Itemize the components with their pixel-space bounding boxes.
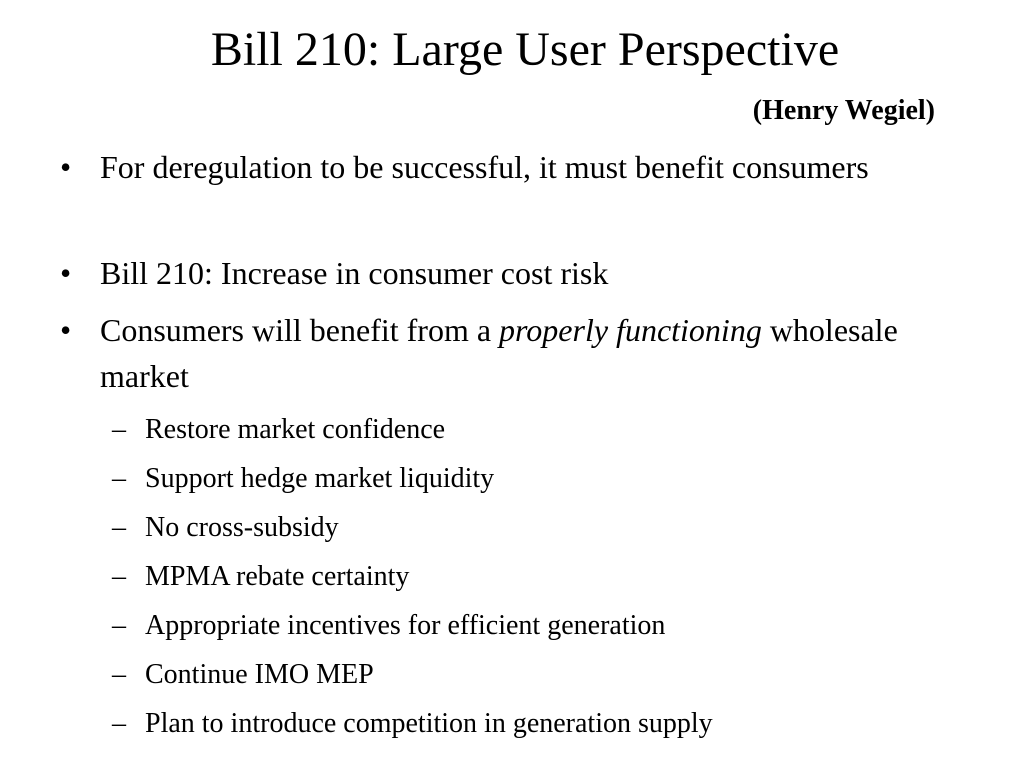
bullet-marker: •: [60, 149, 72, 185]
sub-bullet-text: Support hedge market liquidity: [145, 463, 495, 494]
bullet-text-part: wholesale market: [100, 312, 898, 394]
sub-bullet-item: – Support hedge market liquidity: [112, 461, 972, 497]
sub-bullet-text: Restore market confidence: [145, 414, 446, 445]
bullet-marker: •: [60, 255, 72, 291]
bullet-text-part: Consumers will benefit from a: [100, 312, 500, 348]
bullet-text: Bill 210: Increase in consumer cost risk: [100, 255, 609, 291]
sub-bullet-item: – Restore market confidence: [112, 412, 972, 448]
sub-bullet-text: Plan to introduce competition in generat…: [145, 708, 713, 739]
sub-bullet-marker: –: [112, 708, 126, 739]
bullet-marker: •: [60, 312, 72, 348]
sub-bullet-marker: –: [112, 414, 126, 445]
bullet-text: Consumers will benefit from a properly f…: [100, 307, 940, 399]
sub-bullet-item: – MPMA rebate certainty: [112, 559, 972, 595]
sub-bullet-item: – Continue IMO MEP: [112, 657, 972, 693]
sub-bullet-marker: –: [112, 561, 126, 592]
bullet-item: • For deregulation to be successful, it …: [60, 144, 940, 190]
sub-bullet-text: Appropriate incentives for efficient gen…: [145, 610, 666, 641]
sub-bullet-text: Continue IMO MEP: [145, 659, 374, 690]
bullet-text-italic: properly functioning: [499, 312, 762, 348]
sub-bullet-marker: –: [112, 512, 126, 543]
sub-bullet-item: – No cross-subsidy: [112, 510, 972, 546]
sub-bullet-text: No cross-subsidy: [145, 512, 339, 543]
slide-title: Bill 210: Large User Perspective: [210, 23, 840, 76]
sub-bullet-marker: –: [112, 659, 126, 690]
sub-bullet-text: MPMA rebate certainty: [145, 561, 410, 592]
bullet-item: • Consumers will benefit from a properly…: [60, 307, 940, 399]
bullet-text: For deregulation to be successful, it mu…: [100, 149, 869, 185]
slide-subtitle: (Henry Wegiel): [752, 95, 935, 126]
bullet-item: • Bill 210: Increase in consumer cost ri…: [60, 250, 940, 296]
sub-bullet-marker: –: [112, 463, 126, 494]
sub-bullet-item: – Appropriate incentives for efficient g…: [112, 608, 972, 644]
sub-bullet-marker: –: [112, 610, 126, 641]
sub-bullet-item: – Plan to introduce competition in gener…: [112, 706, 972, 742]
